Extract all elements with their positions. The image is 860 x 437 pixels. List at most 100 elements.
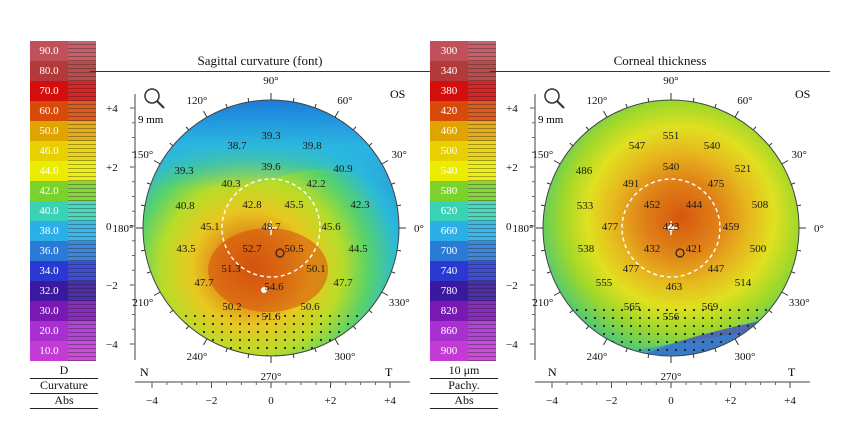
thickness-scale-unit: 10 μm bbox=[430, 363, 498, 379]
scale-swatch: 38.0 bbox=[30, 221, 68, 241]
map-value: 39.3 bbox=[261, 130, 281, 142]
map-value: 50.2 bbox=[222, 301, 241, 313]
scale-step: 36.0 bbox=[30, 241, 100, 261]
angle-label: 150° bbox=[132, 149, 153, 161]
y-tick-label: +4 bbox=[106, 103, 118, 115]
map-value: 42.8 bbox=[242, 199, 262, 211]
scale-swatch: 820 bbox=[430, 301, 468, 321]
zoom-icon[interactable] bbox=[144, 88, 165, 109]
scale-step: 46.0 bbox=[30, 141, 100, 161]
scale-swatch: 90.0 bbox=[30, 41, 68, 61]
sagittal-x-axis: −4 −2 0 +2 +4 bbox=[146, 382, 396, 407]
scale-step: 50.0 bbox=[30, 121, 100, 141]
y-tick-label: +4 bbox=[506, 103, 518, 115]
x-tick-label: +2 bbox=[325, 395, 337, 407]
map-value: 38.7 bbox=[227, 140, 247, 152]
y-tick-label: −4 bbox=[506, 339, 518, 351]
scale-step: 32.0 bbox=[30, 281, 100, 301]
scale-swatch: 60.0 bbox=[30, 101, 68, 121]
angle-label: 60° bbox=[737, 95, 752, 107]
scale-swatch: 46.0 bbox=[30, 141, 68, 161]
scale-swatch: 44.0 bbox=[30, 161, 68, 181]
eye-label: OS bbox=[795, 87, 810, 101]
curvature-scale-label: Curvature bbox=[30, 378, 98, 394]
thickness-x-axis: −4 −2 0 +2 +4 bbox=[546, 382, 796, 407]
sagittal-angle-ticks bbox=[136, 93, 406, 363]
scale-gradient-bar bbox=[468, 201, 496, 221]
scale-swatch: 32.0 bbox=[30, 281, 68, 301]
map-value: 475 bbox=[708, 178, 725, 190]
map-value: 538 bbox=[578, 243, 595, 255]
map-value: 50.5 bbox=[284, 243, 304, 255]
nasal-label: N bbox=[140, 365, 149, 379]
x-tick-label: 0 bbox=[268, 395, 274, 407]
scale-gradient-bar bbox=[68, 181, 96, 201]
map-value: 51.6 bbox=[261, 311, 281, 323]
scale-step: 780 bbox=[430, 281, 500, 301]
angle-label: 330° bbox=[789, 297, 810, 309]
scale-swatch: 80.0 bbox=[30, 61, 68, 81]
angle-label: 240° bbox=[587, 351, 608, 363]
scale-step: 44.0 bbox=[30, 161, 100, 181]
angle-label: 270° bbox=[261, 371, 282, 383]
x-tick-label: +4 bbox=[784, 395, 796, 407]
scale-gradient-bar bbox=[68, 341, 96, 361]
scale-step: 42.0 bbox=[30, 181, 100, 201]
angle-label: 150° bbox=[532, 149, 553, 161]
scale-swatch: 300 bbox=[430, 41, 468, 61]
scale-gradient-bar bbox=[468, 301, 496, 321]
scale-gradient-bar bbox=[68, 301, 96, 321]
scale-swatch: 36.0 bbox=[30, 241, 68, 261]
map-value: 47.7 bbox=[194, 277, 214, 289]
zoom-icon[interactable] bbox=[544, 88, 565, 109]
angle-label: 90° bbox=[263, 75, 278, 87]
scale-gradient-bar bbox=[468, 321, 496, 341]
y-tick-label: −2 bbox=[106, 280, 118, 292]
scale-step: 30.0 bbox=[30, 301, 100, 321]
curvature-scale-abs: Abs bbox=[30, 393, 98, 409]
scale-gradient-bar bbox=[468, 341, 496, 361]
map-value: 42.2 bbox=[306, 178, 325, 190]
scale-gradient-bar bbox=[468, 161, 496, 181]
y-tick-label: 0 bbox=[106, 221, 112, 233]
map-value: 52.7 bbox=[242, 243, 262, 255]
scale-swatch: 10.0 bbox=[30, 341, 68, 361]
thickness-scale-abs: Abs bbox=[430, 393, 498, 409]
x-tick-label: +2 bbox=[725, 395, 737, 407]
scale-step: 40.0 bbox=[30, 201, 100, 221]
scale-step: 740 bbox=[430, 261, 500, 281]
corneal-thickness-map: 9 mm OS +4 +2 0 −2 −4 −4 −2 0 +2 +4 N T 551 547 54… bbox=[506, 75, 824, 407]
scale-swatch: 20.0 bbox=[30, 321, 68, 341]
scale-step: 620 bbox=[430, 201, 500, 221]
scale-step: 38.0 bbox=[30, 221, 100, 241]
thickness-y-axis: +4 +2 0 −2 −4 bbox=[506, 103, 535, 351]
map-value: 551 bbox=[663, 130, 680, 142]
scale-gradient-bar bbox=[468, 41, 496, 61]
map-value: 42.3 bbox=[350, 199, 370, 211]
curvature-scale-cells: 90.0 80.0 70.0 60.0 50.0 46.0 44.0 42.0 40.0 38.0… bbox=[30, 41, 100, 361]
map-value: 565 bbox=[624, 301, 641, 313]
scale-gradient-bar bbox=[468, 241, 496, 261]
scale-step: 460 bbox=[430, 121, 500, 141]
scale-step: 80.0 bbox=[30, 61, 100, 81]
scale-swatch: 70.0 bbox=[30, 81, 68, 101]
angle-label: 300° bbox=[735, 351, 756, 363]
thickness-scale-cells: 300 340 380 420 460 500 540 580 620 660 700 740 780 8… bbox=[430, 41, 500, 361]
angle-label: 120° bbox=[587, 95, 608, 107]
map-value: 555 bbox=[596, 277, 613, 289]
map-value: 547 bbox=[629, 140, 646, 152]
scale-swatch: 42.0 bbox=[30, 181, 68, 201]
angle-label: 300° bbox=[335, 351, 356, 363]
scale-gradient-bar bbox=[68, 201, 96, 221]
map-value: 533 bbox=[577, 200, 594, 212]
scale-step: 90.0 bbox=[30, 41, 100, 61]
scale-gradient-bar bbox=[468, 101, 496, 121]
nasal-label: N bbox=[548, 365, 557, 379]
map-value: 50.1 bbox=[306, 263, 325, 275]
angle-label: 60° bbox=[337, 95, 352, 107]
angle-label: 270° bbox=[661, 371, 682, 383]
map-value: 48.7 bbox=[261, 221, 281, 233]
map-value: 39.6 bbox=[261, 161, 281, 173]
curvature-color-scale: 90.0 80.0 70.0 60.0 50.0 46.0 44.0 42.0 40.0 38.0… bbox=[30, 41, 100, 409]
scale-step: 420 bbox=[430, 101, 500, 121]
